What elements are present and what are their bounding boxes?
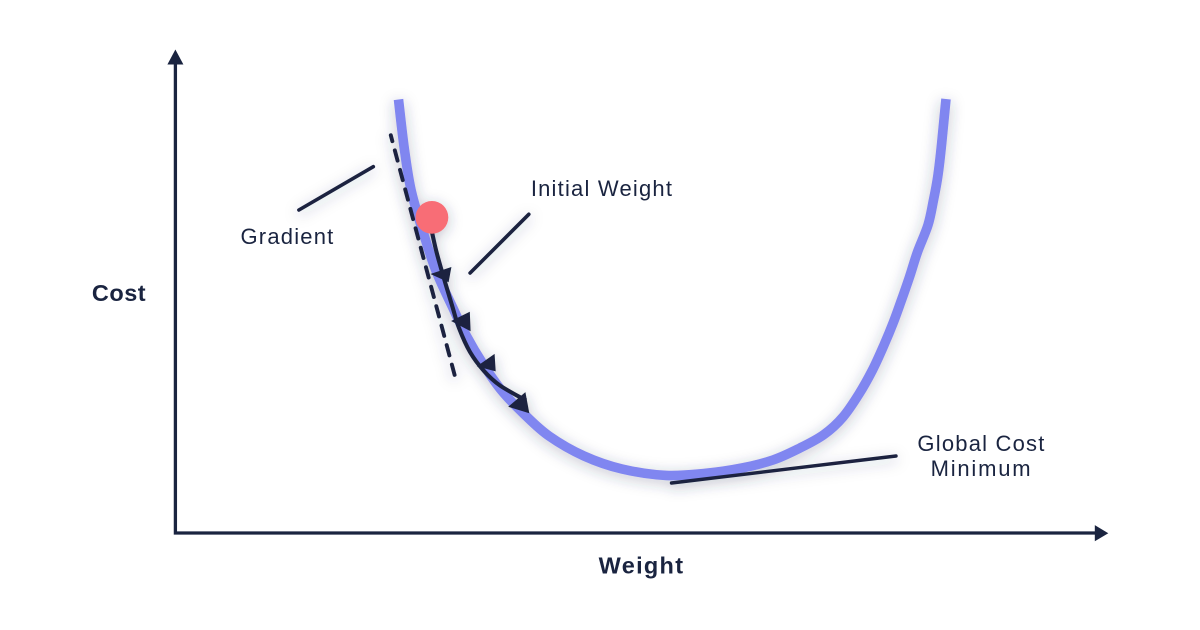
svg-text:Global Cost: Global Cost <box>917 431 1045 456</box>
svg-text:Cost: Cost <box>92 280 146 306</box>
svg-text:Weight: Weight <box>599 552 685 578</box>
svg-text:Gradient: Gradient <box>241 224 335 249</box>
svg-text:Minimum: Minimum <box>931 456 1033 481</box>
svg-text:Initial Weight: Initial Weight <box>531 176 673 201</box>
